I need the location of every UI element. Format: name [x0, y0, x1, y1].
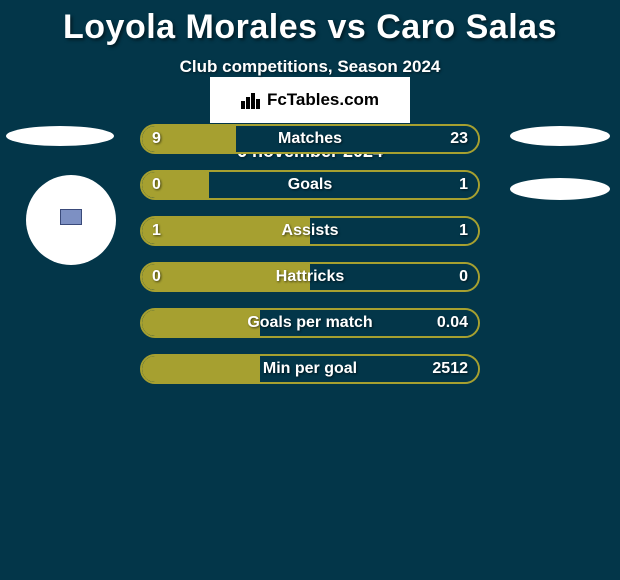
stat-row: Assists 1 1	[140, 216, 480, 246]
stat-fill-left	[142, 310, 260, 336]
stat-label: Goals	[288, 176, 332, 194]
stat-value-right: 1	[459, 176, 468, 194]
player2-ellipse-1	[510, 126, 610, 146]
stat-label: Hattricks	[276, 268, 344, 286]
player1-ellipse	[6, 126, 114, 146]
stat-value-right: 1	[459, 222, 468, 240]
page-title: Loyola Morales vs Caro Salas	[0, 0, 620, 47]
stat-value-left: 0	[152, 268, 161, 286]
stat-value-right: 23	[450, 130, 468, 148]
stat-label: Assists	[282, 222, 339, 240]
stat-row: Goals per match 0.04	[140, 308, 480, 338]
stat-label: Min per goal	[263, 360, 357, 378]
branding-text: FcTables.com	[267, 90, 379, 110]
stat-label: Goals per match	[247, 314, 372, 332]
stats-bar-chart: Matches923Goals01Assists11Hattricks00Goa…	[140, 124, 480, 400]
stat-value-left: 9	[152, 130, 161, 148]
stat-row: Hattricks 0 0	[140, 262, 480, 292]
stat-fill-left	[142, 356, 260, 382]
stat-row: Matches 9 23	[140, 124, 480, 154]
player2-ellipse-2	[510, 178, 610, 200]
stat-value-right: 0.04	[437, 314, 468, 332]
stat-row: Min per goal 2512	[140, 354, 480, 384]
page-subtitle: Club competitions, Season 2024	[0, 57, 620, 77]
stat-row: Goals 0 1	[140, 170, 480, 200]
stat-value-right: 2512	[432, 360, 468, 378]
stat-fill-right	[236, 126, 478, 152]
stat-value-right: 0	[459, 268, 468, 286]
stat-label: Matches	[278, 130, 342, 148]
stat-fill-right	[209, 172, 478, 198]
player1-avatar	[26, 175, 116, 265]
branding-badge: FcTables.com	[210, 77, 410, 123]
stat-value-left: 0	[152, 176, 161, 194]
stat-value-left: 1	[152, 222, 161, 240]
avatar-flag-icon	[60, 209, 82, 225]
branding-bars-icon	[241, 91, 263, 109]
